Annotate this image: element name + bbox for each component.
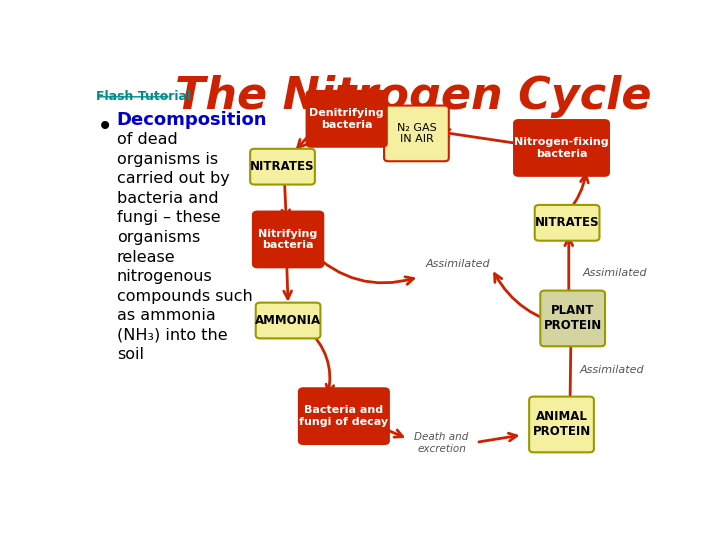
Text: Death and
excretion: Death and excretion xyxy=(414,433,469,454)
Text: Assimilated: Assimilated xyxy=(580,366,644,375)
Text: Assimilated: Assimilated xyxy=(582,268,647,278)
FancyBboxPatch shape xyxy=(299,388,389,444)
Text: Assimilated: Assimilated xyxy=(426,259,490,269)
Text: Denitrifying
bacteria: Denitrifying bacteria xyxy=(310,108,384,130)
Text: •: • xyxy=(96,113,113,140)
Text: The Nitrogen Cycle: The Nitrogen Cycle xyxy=(176,75,652,118)
Text: N₂ GAS
IN AIR: N₂ GAS IN AIR xyxy=(397,123,436,144)
Text: ANIMAL
PROTEIN: ANIMAL PROTEIN xyxy=(532,410,590,438)
FancyBboxPatch shape xyxy=(535,205,600,241)
FancyBboxPatch shape xyxy=(529,396,594,453)
Text: NITRATES: NITRATES xyxy=(535,217,599,230)
Text: Bacteria and
fungi of decay: Bacteria and fungi of decay xyxy=(300,406,389,427)
FancyBboxPatch shape xyxy=(514,120,609,176)
Text: AMMONIA: AMMONIA xyxy=(255,314,321,327)
FancyBboxPatch shape xyxy=(256,302,320,339)
Text: NITRATES: NITRATES xyxy=(251,160,315,173)
FancyBboxPatch shape xyxy=(540,291,605,346)
FancyBboxPatch shape xyxy=(250,149,315,185)
FancyBboxPatch shape xyxy=(307,91,387,147)
FancyBboxPatch shape xyxy=(384,105,449,161)
Text: Decomposition: Decomposition xyxy=(117,111,267,130)
Text: Flash Tutorial: Flash Tutorial xyxy=(96,90,191,103)
Text: of dead
organisms is
carried out by
bacteria and
fungi – these
organisms
release: of dead organisms is carried out by bact… xyxy=(117,132,253,362)
Text: PLANT
PROTEIN: PLANT PROTEIN xyxy=(544,305,602,333)
FancyBboxPatch shape xyxy=(253,212,323,267)
Text: Nitrifying
bacteria: Nitrifying bacteria xyxy=(258,228,318,250)
Text: Nitrogen-fixing
bacteria: Nitrogen-fixing bacteria xyxy=(514,137,609,159)
